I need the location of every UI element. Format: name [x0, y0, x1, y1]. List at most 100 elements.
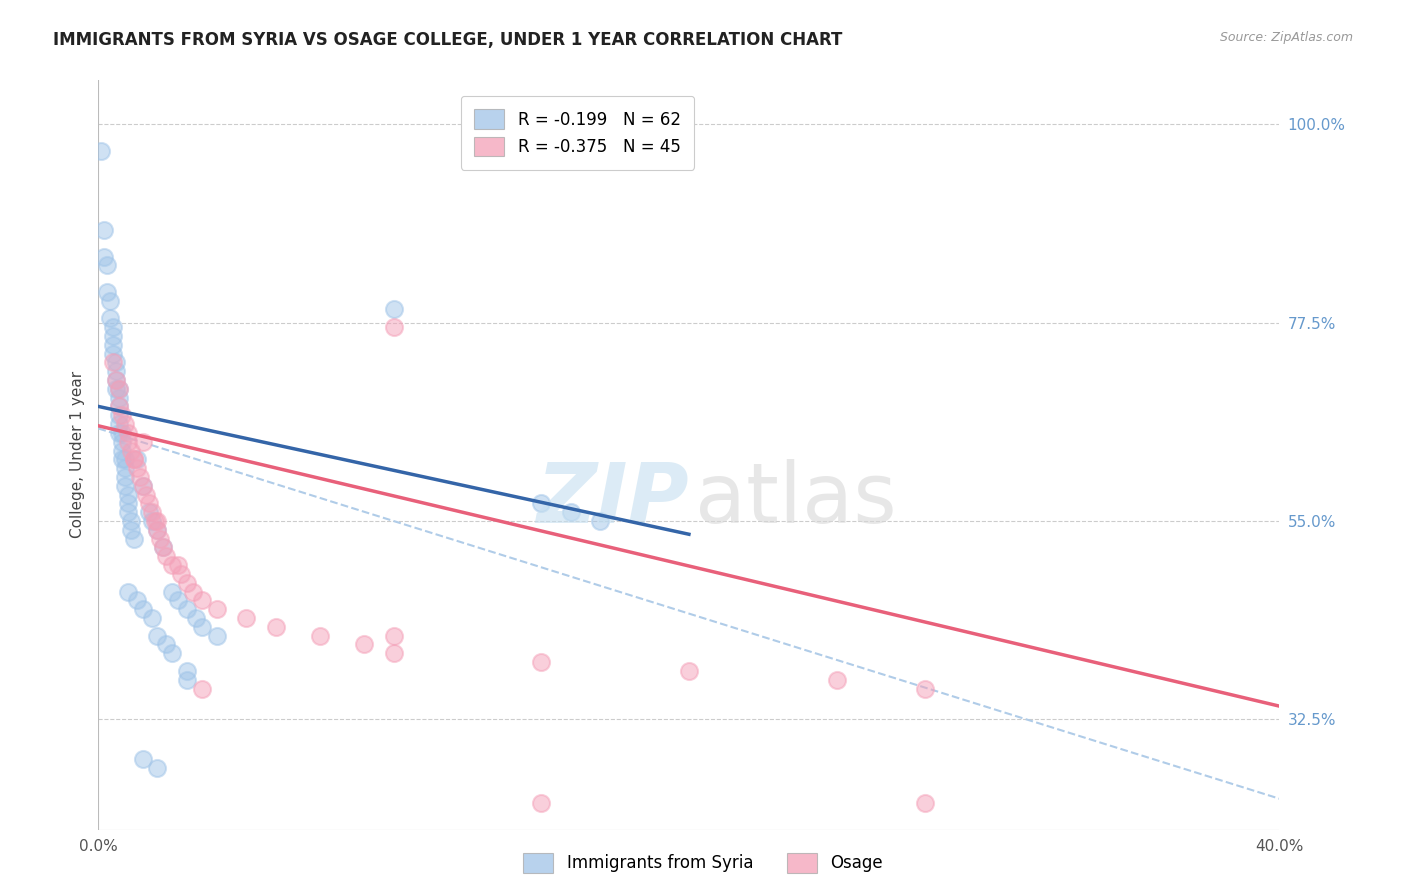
Point	[176, 673, 198, 687]
Point	[117, 425, 139, 440]
Point	[120, 523, 142, 537]
Point	[560, 505, 582, 519]
Point	[114, 452, 136, 467]
Text: Source: ZipAtlas.com: Source: ZipAtlas.com	[1219, 31, 1353, 45]
Point	[114, 417, 136, 431]
Point	[93, 223, 115, 237]
Point	[146, 761, 169, 775]
Point	[135, 487, 157, 501]
Point	[176, 602, 198, 616]
Point	[678, 664, 700, 678]
Point	[117, 434, 139, 449]
Point	[162, 646, 183, 660]
Point	[184, 611, 207, 625]
Legend: R = -0.199   N = 62, R = -0.375   N = 45: R = -0.199 N = 62, R = -0.375 N = 45	[461, 96, 695, 169]
Point	[825, 673, 848, 687]
Point	[309, 629, 332, 643]
Point	[191, 681, 214, 696]
Point	[93, 250, 115, 264]
Point	[914, 796, 936, 810]
Point	[205, 602, 228, 616]
Point	[96, 285, 118, 299]
Point	[98, 311, 121, 326]
Point	[98, 293, 121, 308]
Point	[90, 144, 112, 158]
Point	[149, 532, 172, 546]
Legend: Immigrants from Syria, Osage: Immigrants from Syria, Osage	[517, 847, 889, 880]
Point	[114, 479, 136, 493]
Point	[191, 620, 214, 634]
Point	[117, 584, 139, 599]
Point	[125, 452, 148, 467]
Point	[103, 320, 125, 334]
Point	[105, 373, 128, 387]
Point	[382, 320, 405, 334]
Point	[155, 637, 177, 651]
Point	[146, 629, 169, 643]
Point	[205, 629, 228, 643]
Point	[181, 584, 204, 599]
Point	[117, 505, 139, 519]
Y-axis label: College, Under 1 year: College, Under 1 year	[69, 371, 84, 539]
Point	[114, 461, 136, 475]
Point	[167, 593, 190, 607]
Point	[589, 514, 612, 528]
Point	[105, 364, 128, 378]
Point	[111, 452, 134, 467]
Point	[125, 593, 148, 607]
Point	[120, 443, 142, 458]
Point	[108, 425, 131, 440]
Point	[103, 329, 125, 343]
Point	[170, 566, 193, 581]
Point	[108, 409, 131, 423]
Point	[176, 575, 198, 590]
Point	[132, 434, 155, 449]
Point	[125, 461, 148, 475]
Point	[132, 602, 155, 616]
Point	[132, 479, 155, 493]
Point	[103, 346, 125, 360]
Point	[128, 470, 150, 484]
Point	[105, 355, 128, 369]
Text: IMMIGRANTS FROM SYRIA VS OSAGE COLLEGE, UNDER 1 YEAR CORRELATION CHART: IMMIGRANTS FROM SYRIA VS OSAGE COLLEGE, …	[53, 31, 842, 49]
Point	[122, 452, 145, 467]
Point	[143, 514, 166, 528]
Point	[530, 496, 553, 510]
Point	[146, 523, 169, 537]
Point	[176, 664, 198, 678]
Point	[382, 629, 405, 643]
Point	[103, 355, 125, 369]
Text: ZIP: ZIP	[536, 459, 689, 541]
Point	[141, 611, 163, 625]
Point	[146, 514, 169, 528]
Point	[141, 514, 163, 528]
Point	[122, 452, 145, 467]
Point	[264, 620, 287, 634]
Point	[114, 470, 136, 484]
Point	[162, 584, 183, 599]
Point	[914, 681, 936, 696]
Point	[108, 417, 131, 431]
Point	[141, 505, 163, 519]
Point	[235, 611, 257, 625]
Point	[138, 505, 160, 519]
Point	[146, 523, 169, 537]
Point	[111, 434, 134, 449]
Point	[132, 479, 155, 493]
Point	[382, 302, 405, 317]
Point	[122, 532, 145, 546]
Point	[96, 259, 118, 273]
Point	[120, 514, 142, 528]
Point	[108, 382, 131, 396]
Point	[138, 496, 160, 510]
Point	[530, 796, 553, 810]
Point	[111, 425, 134, 440]
Point	[108, 382, 131, 396]
Point	[111, 443, 134, 458]
Point	[132, 752, 155, 766]
Point	[117, 487, 139, 501]
Point	[117, 496, 139, 510]
Point	[105, 373, 128, 387]
Point	[162, 558, 183, 573]
Point	[191, 593, 214, 607]
